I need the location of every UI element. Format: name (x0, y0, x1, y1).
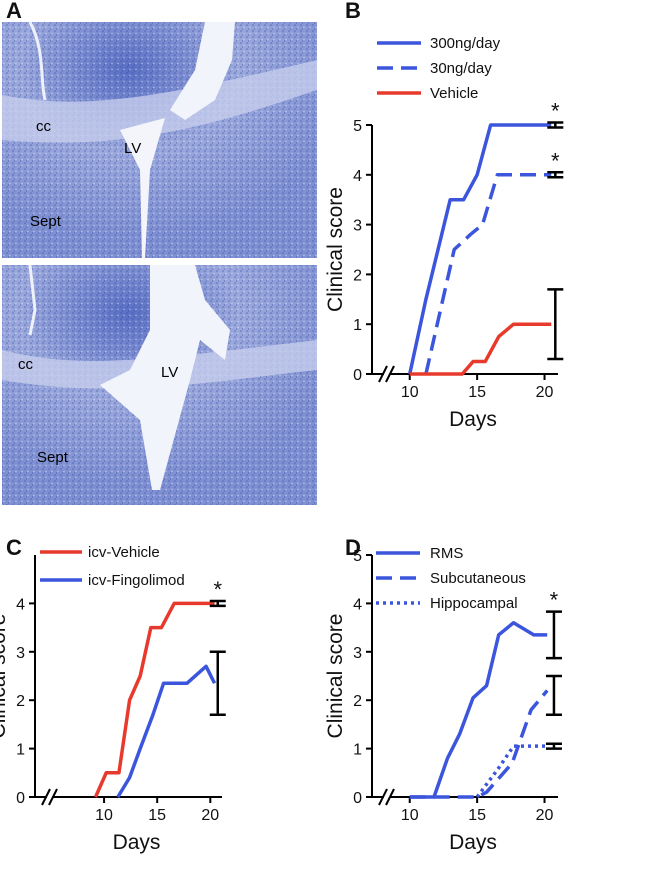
y-tick-label: 2 (16, 693, 25, 710)
y-axis-title: Clinical score (324, 187, 347, 312)
axis-break (385, 365, 395, 383)
significance-mark: * (551, 148, 560, 173)
region-label: cc (18, 356, 34, 373)
legend-label: 30ng/day (430, 60, 492, 77)
data-line (424, 173, 552, 375)
data-line (93, 601, 215, 798)
axis-break (48, 788, 58, 806)
x-axis-title: Days (113, 831, 161, 854)
region-label: Sept (37, 449, 69, 466)
axis-break (41, 788, 51, 806)
x-tick-label: 15 (148, 807, 166, 824)
y-tick-label: 4 (16, 596, 25, 613)
data-line (409, 621, 548, 799)
y-tick-label: 3 (353, 218, 362, 235)
y-tick-label: 5 (353, 118, 362, 135)
data-line (116, 664, 217, 798)
x-axis-title: Days (449, 408, 497, 431)
x-tick-label: 10 (401, 807, 419, 824)
error-bar (547, 171, 564, 179)
x-tick-label: 15 (468, 384, 486, 401)
error-bar (209, 599, 226, 608)
axis-break (378, 365, 388, 383)
axis-break (385, 788, 395, 806)
panel-label: D (345, 535, 361, 560)
y-tick-label: 1 (353, 317, 362, 334)
region-label: Sept (30, 213, 62, 230)
x-tick-label: 20 (536, 807, 554, 824)
histology-image: cc LV Sept (2, 21, 317, 258)
region-label: LV (161, 364, 178, 381)
error-bar (545, 742, 562, 750)
legend-label: 300ng/day (430, 35, 501, 52)
panel-label: A (6, 0, 22, 23)
significance-mark: * (551, 99, 560, 124)
data-line (408, 123, 552, 375)
panel-label: B (345, 0, 361, 23)
axis-break-gap (384, 371, 390, 377)
axis-break-gap (47, 794, 53, 800)
y-axis-title: Clinical score (0, 614, 10, 739)
legend-label: RMS (430, 545, 463, 562)
axis-break (378, 788, 388, 806)
x-axis-title: Days (449, 831, 497, 854)
error-bar (547, 121, 564, 129)
legend-label: Subcutaneous (430, 570, 526, 587)
y-tick-label: 3 (353, 645, 362, 662)
region-label: LV (124, 140, 141, 157)
error-bar (547, 288, 564, 361)
data-line (409, 689, 549, 799)
y-tick-label: 0 (353, 790, 362, 807)
data-line (409, 322, 552, 376)
y-axis-title: Clinical score (324, 614, 347, 739)
region-label: cc (36, 118, 52, 135)
x-tick-label: 10 (95, 807, 113, 824)
axis-break-gap (384, 794, 390, 800)
significance-mark: * (550, 588, 559, 613)
legend-label: Vehicle (430, 85, 478, 102)
y-tick-label: 3 (16, 645, 25, 662)
significance-mark: * (213, 577, 222, 602)
panel-label: C (6, 535, 22, 560)
y-tick-label: 0 (16, 790, 25, 807)
y-tick-label: 2 (353, 693, 362, 710)
y-tick-label: 1 (353, 742, 362, 759)
y-tick-label: 5 (353, 548, 362, 565)
legend-label: Hippocampal (430, 595, 518, 612)
x-tick-label: 15 (468, 807, 486, 824)
x-tick-label: 20 (201, 807, 219, 824)
y-tick-label: 0 (353, 367, 362, 384)
legend-label: icv-Vehicle (88, 544, 160, 561)
error-bar (545, 610, 562, 660)
error-bar (545, 674, 562, 716)
legend-label: icv-Fingolimod (88, 572, 185, 589)
y-tick-label: 1 (16, 742, 25, 759)
y-tick-label: 4 (353, 596, 362, 613)
y-tick-label: 4 (353, 168, 362, 185)
y-tick-label: 2 (353, 267, 362, 284)
data-line (475, 744, 548, 799)
x-tick-label: 10 (401, 384, 419, 401)
error-bar (209, 650, 226, 716)
x-tick-label: 20 (536, 384, 554, 401)
histology-image: cc LV Sept (2, 264, 317, 505)
